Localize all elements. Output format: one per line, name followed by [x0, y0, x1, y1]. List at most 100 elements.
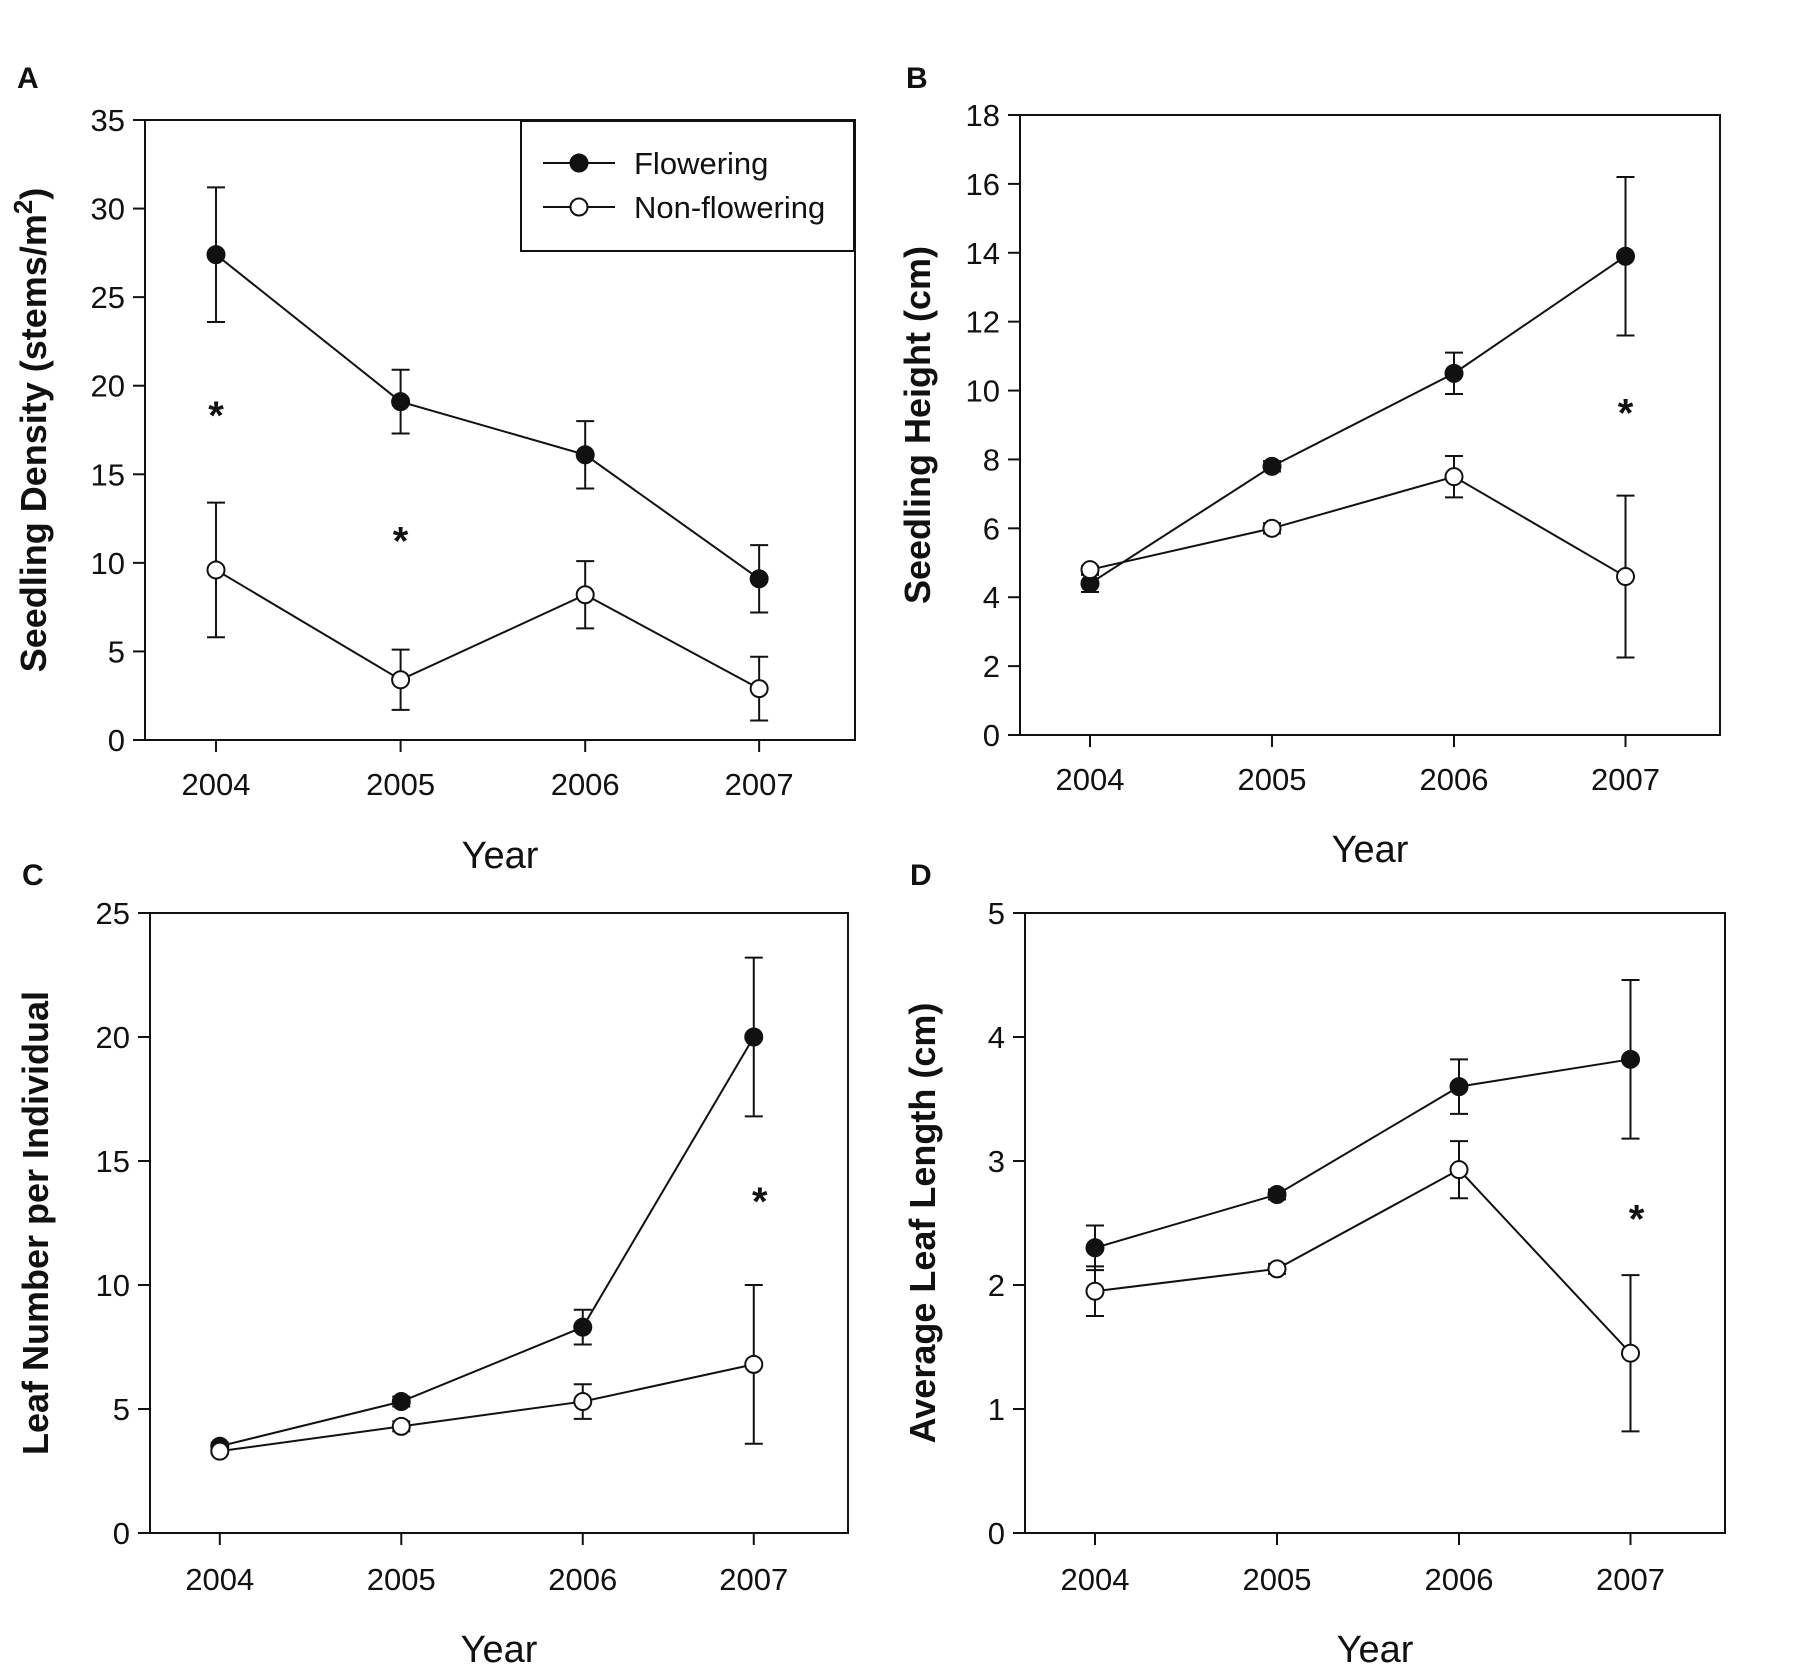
y-tick-label: 35	[91, 103, 125, 138]
y-axis-title: Average Leaf Length (cm)	[902, 1003, 943, 1444]
data-point	[1080, 560, 1100, 580]
series-flowering	[1085, 978, 1640, 1272]
legend-box	[520, 120, 855, 252]
data-point	[1267, 1259, 1287, 1279]
x-tick-label: 2005	[1238, 762, 1307, 797]
data-point	[1449, 1160, 1469, 1180]
significance-star: *	[393, 520, 409, 564]
x-tick-label: 2007	[719, 1562, 788, 1597]
x-tick-label: 2007	[725, 767, 794, 802]
data-point	[1616, 246, 1635, 266]
data-point	[575, 585, 595, 605]
y-tick-label: 14	[966, 236, 1000, 271]
y-axis-title: Seedling Height (cm)	[897, 246, 938, 604]
series-line	[215, 569, 760, 690]
plot-frame	[144, 119, 856, 741]
x-axis-title: Year	[462, 835, 539, 877]
y-tick-label: 0	[988, 1516, 1005, 1551]
x-axis-title: Year	[461, 1629, 538, 1668]
legend-label-nonflowering: Non-flowering	[634, 190, 825, 225]
y-axis-title: Leaf Number per Individual	[15, 991, 56, 1455]
data-point	[391, 1392, 411, 1412]
y-tick-label: 0	[113, 1516, 130, 1551]
x-tick-label: 2005	[367, 1562, 436, 1597]
y-tick-label: 8	[983, 442, 1000, 477]
x-tick-label: 2005	[366, 767, 435, 802]
y-tick-label: 12	[966, 305, 1000, 340]
y-tick-label: 2	[983, 649, 1000, 684]
x-tick-label: 2004	[182, 767, 251, 802]
data-point	[1621, 1343, 1640, 1363]
y-axis-title-superscript: 2	[8, 200, 38, 214]
y-tick-label: 20	[91, 369, 125, 404]
y-tick-label: 5	[988, 896, 1005, 931]
data-point	[1621, 1049, 1640, 1069]
significance-star: *	[752, 1180, 768, 1224]
data-point	[1444, 467, 1464, 487]
legend-label-flowering: Flowering	[634, 146, 768, 181]
x-axis-title: Year	[1337, 1629, 1414, 1668]
x-tick-label: 2005	[1243, 1562, 1312, 1597]
y-tick-label: 2	[988, 1268, 1005, 1303]
x-tick-label: 2007	[1596, 1562, 1665, 1597]
x-tick-label: 2004	[1061, 1562, 1130, 1597]
data-point	[1085, 1281, 1105, 1301]
series-line	[219, 1036, 755, 1448]
y-tick-label: 5	[108, 634, 125, 669]
x-tick-label: 2004	[1056, 762, 1125, 797]
series-nonflowering	[210, 1284, 764, 1461]
x-tick-label: 2006	[548, 1562, 617, 1597]
y-tick-label: 16	[966, 167, 1000, 202]
plot-frame	[1024, 912, 1726, 1534]
x-tick-label: 2006	[551, 767, 620, 802]
data-point	[206, 245, 226, 265]
y-tick-label: 18	[966, 98, 1000, 133]
data-point	[1262, 518, 1282, 538]
panel-b: B 0 2 4 6 8 10 12 14 16 18 2004 2005 2006 2007 Year Seed…	[897, 62, 1721, 871]
y-axis-title-end: )	[13, 188, 54, 200]
y-tick-label: 0	[983, 718, 1000, 753]
y-tick-label: 10	[91, 546, 125, 581]
series-flowering	[206, 186, 769, 614]
y-tick-label: 15	[96, 1144, 130, 1179]
y-tick-label: 1	[988, 1392, 1005, 1427]
series-line	[1089, 255, 1627, 585]
x-axis-title: Year	[1332, 829, 1409, 871]
legend: Flowering Non-flowering	[520, 120, 855, 252]
series-nonflowering	[1085, 1140, 1640, 1433]
data-point	[1262, 456, 1282, 476]
series-line	[219, 1363, 754, 1453]
plot-frame	[1019, 114, 1721, 736]
series-flowering	[1080, 176, 1635, 594]
y-tick-label: 20	[96, 1020, 130, 1055]
y-tick-label: 15	[91, 457, 125, 492]
data-point	[575, 445, 595, 465]
panel-a: A 0 5 10 15 20 25 30 35 2004 2005 2006 2007 Year Seedl…	[8, 62, 856, 877]
y-axis-title-main: Seedling Density (stems/m	[13, 214, 54, 672]
data-point	[573, 1317, 593, 1337]
y-tick-label: 25	[91, 280, 125, 315]
series-line	[1094, 1058, 1631, 1249]
panel-letter: B	[906, 62, 928, 95]
y-tick-label: 6	[983, 511, 1000, 546]
series-nonflowering	[206, 501, 769, 722]
data-point	[749, 679, 769, 699]
significance-star: *	[1629, 1198, 1645, 1242]
y-tick-label: 3	[988, 1144, 1005, 1179]
y-axis-title: Seedling Density (stems/m2)	[8, 188, 54, 673]
legend-marker-flowering	[569, 153, 589, 173]
series-line	[1094, 1168, 1632, 1354]
y-tick-label: 0	[108, 723, 125, 758]
data-point	[391, 1416, 411, 1436]
data-point	[210, 1441, 230, 1461]
data-point	[1616, 567, 1635, 587]
data-point	[1449, 1077, 1469, 1097]
y-tick-label: 30	[91, 192, 125, 227]
x-tick-label: 2006	[1425, 1562, 1494, 1597]
data-point	[573, 1392, 593, 1412]
panel-letter: D	[910, 859, 932, 892]
x-tick-label: 2004	[185, 1562, 254, 1597]
significance-star: *	[208, 394, 224, 438]
data-point	[391, 670, 411, 690]
